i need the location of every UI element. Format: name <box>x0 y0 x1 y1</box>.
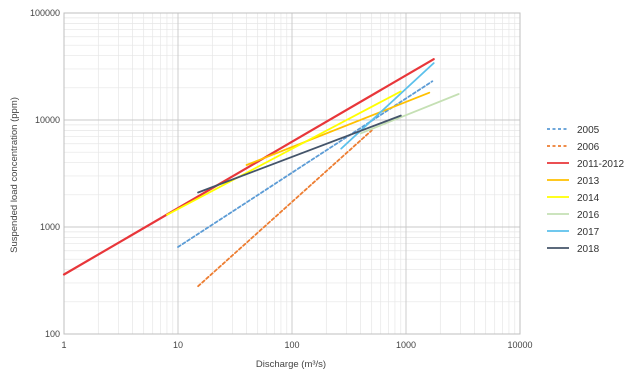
legend-label-2017: 2017 <box>577 227 600 238</box>
y-tick-label: 1000 <box>40 222 60 232</box>
plot-border <box>63 12 521 335</box>
x-tick-label: 10 <box>173 340 183 350</box>
legend-label-2013: 2013 <box>577 176 600 187</box>
series-line-2011-2012 <box>62 58 435 276</box>
y-tick-labels: 100 1000 10000 100000 <box>30 8 60 339</box>
series-line-2014 <box>166 90 402 216</box>
x-tick-label: 100 <box>284 340 299 350</box>
legend-label-2016: 2016 <box>577 210 600 221</box>
series-line-2017 <box>340 62 435 150</box>
series-line-2018 <box>197 114 402 194</box>
legend-label-2006: 2006 <box>577 142 600 153</box>
y-tick-label: 100000 <box>30 8 60 18</box>
plot-frame <box>63 12 521 335</box>
y-tick-label: 10000 <box>35 115 60 125</box>
x-tick-label: 1 <box>61 340 66 350</box>
y-axis-label: Suspended load concentration (ppm) <box>9 97 20 253</box>
series-lines <box>62 58 460 288</box>
x-tick-labels: 1 10 100 1000 10000 <box>61 340 532 350</box>
x-tick-label: 1000 <box>396 340 416 350</box>
legend-label-2018: 2018 <box>577 244 600 255</box>
series-line-2013 <box>245 91 431 166</box>
x-tick-label: 10000 <box>507 340 532 350</box>
y-tick-label: 100 <box>45 329 60 339</box>
legend: 2005 2006 2011-2012 2013 2014 2016 2017 2018 <box>547 125 625 255</box>
x-axis-label: Discharge (m³/s) <box>256 359 326 370</box>
series-line-2016 <box>359 93 460 135</box>
legend-label-2014: 2014 <box>577 193 600 204</box>
legend-label-2005: 2005 <box>577 125 600 136</box>
series-line-2006 <box>197 129 373 288</box>
legend-label-2011-2012: 2011-2012 <box>577 159 625 170</box>
